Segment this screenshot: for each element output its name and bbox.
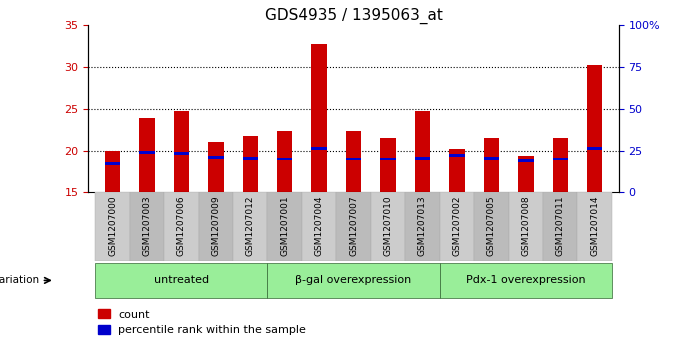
Bar [518,159,534,162]
FancyBboxPatch shape [267,263,440,298]
Bar [139,118,155,192]
Text: GSM1207013: GSM1207013 [418,196,427,257]
Text: GSM1207000: GSM1207000 [108,196,117,257]
Bar [164,192,199,261]
Text: GSM1207014: GSM1207014 [590,196,599,256]
FancyBboxPatch shape [95,263,267,298]
Bar [199,192,233,261]
Bar [311,44,327,192]
Bar [95,192,130,261]
Bar [346,158,361,160]
Text: GSM1207010: GSM1207010 [384,196,392,257]
Bar [518,156,534,192]
Text: GSM1207008: GSM1207008 [522,196,530,257]
Text: GSM1207001: GSM1207001 [280,196,289,257]
Bar [277,131,292,192]
Text: GSM1207006: GSM1207006 [177,196,186,257]
Bar [380,138,396,192]
Bar [346,131,361,192]
Bar [553,138,568,192]
Text: GSM1207007: GSM1207007 [349,196,358,257]
Bar [302,192,337,261]
Bar [130,192,164,261]
Bar [173,111,189,192]
Bar [577,192,612,261]
Text: GSM1207009: GSM1207009 [211,196,220,257]
Bar [371,192,405,261]
Bar [139,151,155,154]
Bar [553,158,568,160]
Bar [415,157,430,160]
Text: β-gal overexpression: β-gal overexpression [296,276,411,285]
Bar [208,142,224,192]
Bar [380,158,396,160]
Title: GDS4935 / 1395063_at: GDS4935 / 1395063_at [265,8,443,24]
Bar [483,157,499,160]
Text: genotype/variation: genotype/variation [0,276,39,285]
Bar [173,152,189,155]
Bar [483,138,499,192]
Bar [449,149,464,192]
Bar [233,192,267,261]
FancyBboxPatch shape [440,263,612,298]
Text: GSM1207005: GSM1207005 [487,196,496,257]
Bar [105,151,120,192]
Text: GSM1207004: GSM1207004 [315,196,324,256]
Bar [440,192,474,261]
Bar [449,154,464,157]
Bar [243,157,258,160]
Bar [587,147,602,150]
Bar [311,147,327,150]
Bar [337,192,371,261]
Text: Pdx-1 overexpression: Pdx-1 overexpression [466,276,585,285]
Bar [415,111,430,192]
Bar [208,156,224,159]
Bar [543,192,577,261]
Bar [509,192,543,261]
Bar [267,192,302,261]
Bar [587,65,602,192]
Bar [243,136,258,192]
Text: GSM1207012: GSM1207012 [245,196,255,256]
Legend: count, percentile rank within the sample: count, percentile rank within the sample [94,305,311,340]
Bar [277,158,292,160]
Text: GSM1207003: GSM1207003 [142,196,152,257]
Bar [405,192,440,261]
Text: untreated: untreated [154,276,209,285]
Bar [474,192,509,261]
Text: GSM1207002: GSM1207002 [452,196,462,256]
Text: GSM1207011: GSM1207011 [556,196,565,257]
Bar [105,162,120,165]
